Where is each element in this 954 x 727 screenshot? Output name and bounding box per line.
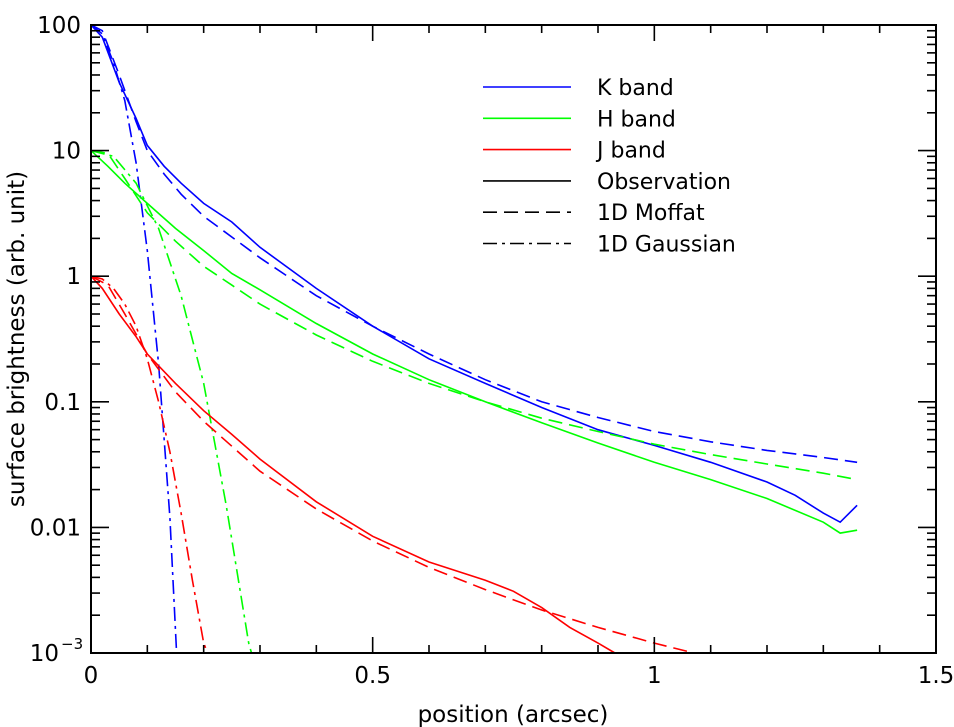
series-line-h-1d-moffat [90, 149, 858, 481]
axis-ticks [90, 24, 937, 654]
legend-label: 1D Moffat [597, 201, 705, 226]
plot-frame [90, 24, 937, 654]
x-tick-label: 1.5 [918, 663, 954, 689]
series-line-k-1d-moffat [90, 24, 858, 464]
series-line-h-observation [90, 150, 858, 534]
y-tick-label: 10 [30, 641, 59, 667]
legend-label: J band [595, 139, 666, 164]
legend-label: 1D Gaussian [597, 233, 736, 258]
legend-label: H band [597, 107, 676, 132]
y-tick-label: 10 [52, 139, 81, 165]
y-tick-exponent: −3 [61, 635, 83, 653]
series-line-j-1d-moffat [90, 275, 694, 654]
series-line-k-observation [90, 24, 858, 524]
x-tick-label: 0.5 [354, 663, 391, 689]
legend: K band H band J band Observation 1D Moffat 1D… [483, 76, 736, 258]
y-tick-label: 0.01 [30, 515, 81, 541]
series-line-j-observation [90, 275, 616, 654]
x-axis-title: position (arcsec) [418, 702, 609, 727]
series-line-j-1d-gaussian [90, 275, 209, 654]
x-tick-label: 0 [84, 663, 99, 689]
y-axis-title: surface brightness (arb. unit) [4, 171, 30, 507]
y-tick-label: 1 [66, 264, 81, 290]
legend-label: K band [597, 76, 674, 101]
y-tick-label: 100 [37, 13, 81, 39]
y-tick-label: 0.1 [44, 390, 81, 416]
plot-lines [90, 24, 858, 654]
x-tick-label: 1 [647, 663, 662, 689]
legend-label: Observation [597, 170, 731, 195]
series-line-h-1d-gaussian [90, 149, 253, 654]
series-line-k-1d-gaussian [90, 24, 178, 654]
